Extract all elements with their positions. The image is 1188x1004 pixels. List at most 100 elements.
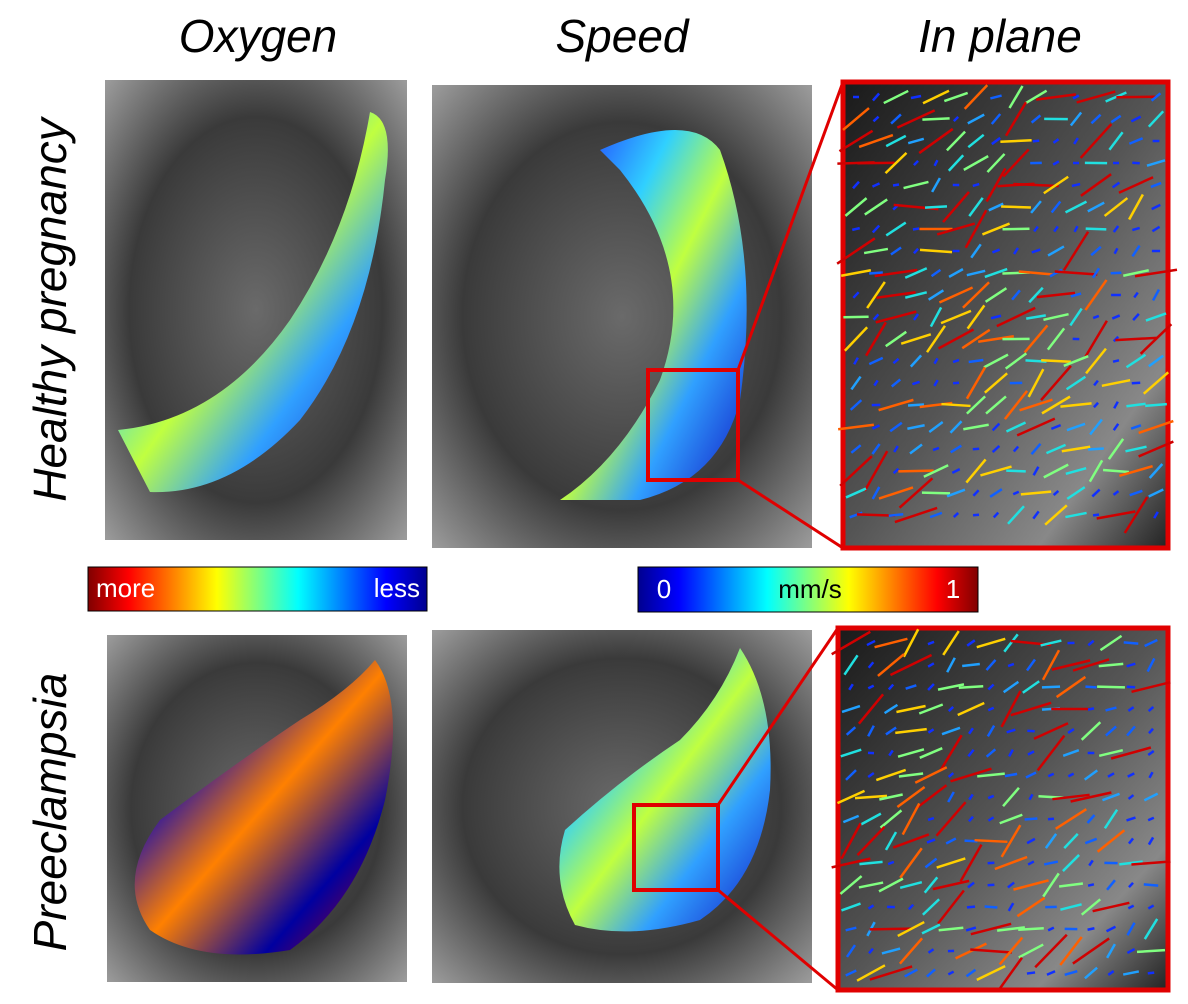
vector-arrow: [883, 703, 899, 715]
vector-arrow: [851, 226, 861, 232]
vector-arrow: [1097, 685, 1125, 689]
vector-arrow: [831, 857, 871, 869]
zoom-line: [717, 888, 839, 992]
vector-arrow: [1103, 809, 1119, 829]
vector-arrow: [1072, 937, 1110, 965]
vector-arrow: [1087, 201, 1105, 213]
vector-arrow: [963, 423, 989, 431]
vector-arrow: [871, 443, 881, 455]
vector-arrow: [1113, 401, 1119, 409]
vector-arrow: [1018, 926, 1044, 932]
vector-arrow: [1085, 685, 1097, 689]
vector-arrow: [1122, 970, 1140, 976]
vector-arrow: [937, 328, 975, 350]
oxygen-map: [134, 660, 393, 955]
vector-arrow: [907, 137, 925, 145]
vector-arrow: [1071, 182, 1081, 188]
vector-arrow: [922, 117, 950, 121]
vector-arrow: [1065, 511, 1087, 519]
vector-arrow: [1051, 659, 1091, 671]
vector-arrow: [1133, 291, 1139, 299]
vector-arrow: [1083, 769, 1099, 781]
vector-arrow: [865, 321, 887, 357]
vector-arrow: [885, 134, 907, 148]
vector-arrow: [878, 398, 914, 412]
vector-arrow: [864, 198, 888, 216]
vector-arrow: [984, 372, 1008, 394]
vector-arrow: [1043, 463, 1069, 479]
vector-arrow: [1134, 268, 1178, 278]
vector-arrow: [933, 159, 939, 167]
vector-arrow: [871, 92, 881, 102]
vector-arrow: [843, 315, 869, 319]
vector-arrow: [1151, 203, 1161, 211]
zoom-box: [646, 368, 740, 482]
vector-arrow: [967, 133, 985, 149]
vector-arrow: [1107, 438, 1125, 460]
vector-arrow: [1125, 353, 1147, 369]
vector-arrow: [885, 221, 907, 237]
vector-arrow: [965, 926, 977, 932]
vector-arrow: [1107, 772, 1115, 778]
vector-arrow: [1105, 925, 1117, 933]
vector-arrow: [976, 637, 1006, 649]
vector-arrow: [1144, 638, 1158, 648]
vector-arrow: [1008, 85, 1024, 109]
vector-arrow: [927, 816, 935, 822]
vector-arrow: [1072, 94, 1080, 100]
vector-arrow: [1079, 123, 1113, 159]
vector-arrow: [981, 222, 1011, 236]
vector-arrow: [927, 683, 935, 691]
vector-arrow: [898, 469, 934, 473]
vector-arrow: [1023, 324, 1049, 354]
speed-map: [560, 130, 747, 500]
vector-arrow: [987, 706, 995, 712]
vector-arrow: [1041, 358, 1071, 364]
vector-arrow: [1013, 182, 1059, 188]
vector-arrow: [912, 247, 920, 255]
vector-arrow: [1052, 793, 1090, 801]
vector-arrow: [1055, 675, 1087, 699]
vector-arrow: [888, 749, 894, 757]
vector-arrow: [1060, 402, 1092, 408]
vector-arrow: [845, 926, 857, 932]
vector-arrow: [1026, 971, 1036, 975]
vector-arrow: [1019, 398, 1053, 412]
vector-arrow: [884, 831, 898, 851]
vector-arrow: [1005, 421, 1027, 433]
vector-arrow: [1063, 833, 1079, 849]
vector-arrow: [896, 785, 926, 809]
inplane-panel: [835, 625, 1171, 993]
vector-arrow: [1027, 368, 1045, 398]
vector-arrow: [931, 177, 941, 193]
vector-arrow: [1112, 423, 1120, 431]
vector-arrow: [1065, 375, 1087, 391]
vector-arrow: [927, 728, 935, 734]
vector-arrow: [1126, 725, 1136, 737]
vector-arrow: [936, 857, 966, 869]
vector-arrow: [1084, 279, 1108, 311]
vector-arrow: [1046, 327, 1066, 351]
vector-arrow: [968, 793, 974, 801]
vector-arrow: [1031, 248, 1041, 254]
vector-arrow: [1032, 139, 1040, 143]
vector-arrow: [1147, 705, 1155, 713]
vector-arrow: [894, 506, 938, 524]
vector-arrow: [1108, 131, 1124, 151]
vector-arrow: [1128, 881, 1134, 889]
vector-arrow: [845, 487, 867, 499]
vector-arrow: [940, 309, 972, 325]
vector-arrow: [890, 246, 902, 256]
vector-arrow: [968, 358, 984, 364]
vector-arrow: [1147, 110, 1165, 128]
vector-arrow: [959, 844, 983, 882]
vector-arrow: [968, 197, 984, 217]
vector-arrow: [1147, 904, 1155, 910]
vector-arrow: [1060, 903, 1082, 911]
vector-arrow: [866, 281, 886, 309]
vector-arrow: [1110, 746, 1152, 760]
vector-arrow: [874, 637, 908, 649]
vector-arrow: [1000, 824, 1022, 858]
vector-arrow: [841, 704, 861, 714]
vector-arrow: [989, 488, 1003, 498]
